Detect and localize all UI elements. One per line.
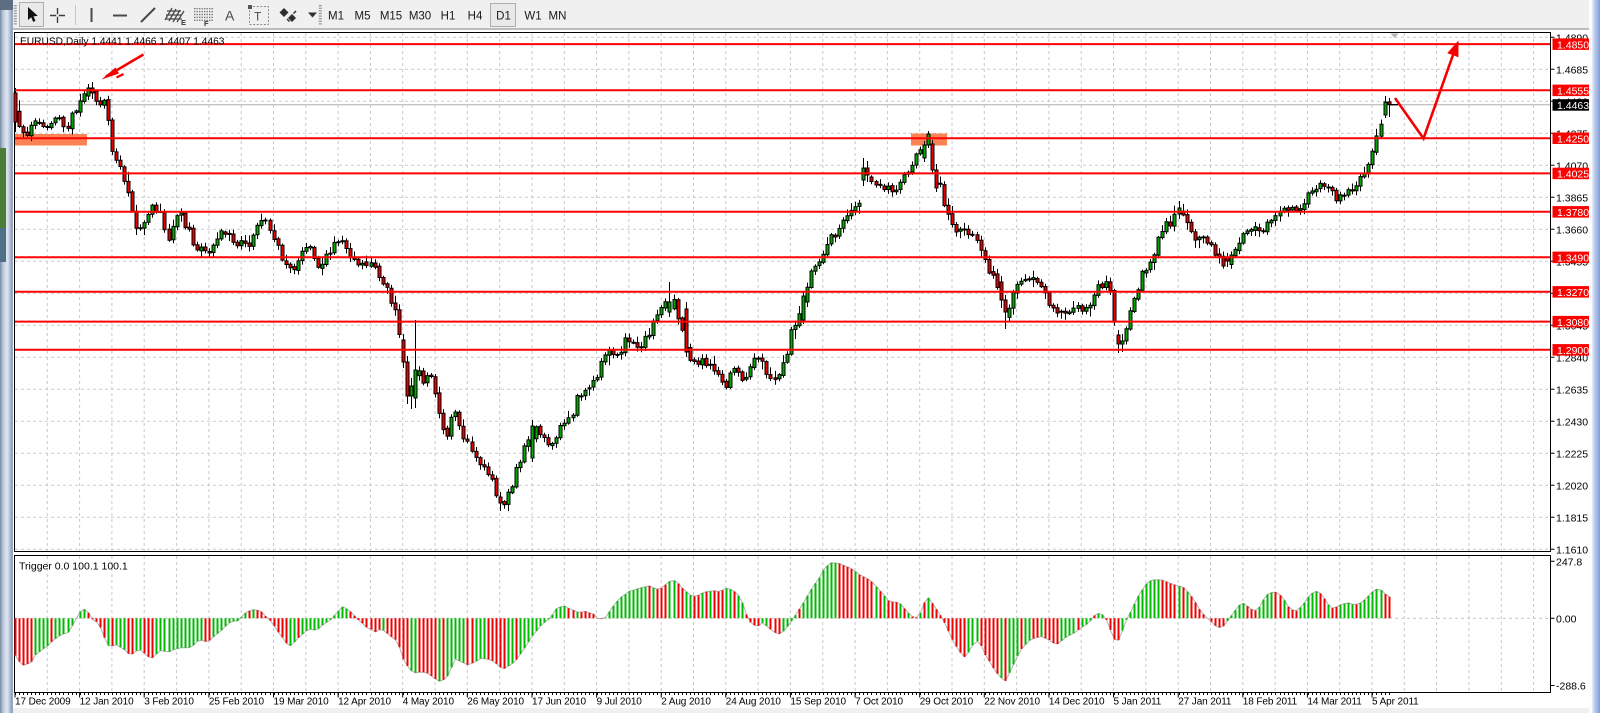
- svg-text:1.1610: 1.1610: [1556, 544, 1588, 556]
- svg-text:1.3490: 1.3490: [1557, 253, 1589, 265]
- svg-text:247.8: 247.8: [1556, 556, 1582, 568]
- svg-text:5 Jan 2011: 5 Jan 2011: [1114, 697, 1162, 708]
- svg-text:19 Mar 2010: 19 Mar 2010: [274, 697, 330, 708]
- svg-text:1.4025: 1.4025: [1557, 169, 1589, 181]
- svg-text:17 Jun 2010: 17 Jun 2010: [532, 697, 586, 708]
- svg-text:17 Dec 2009: 17 Dec 2009: [15, 697, 71, 708]
- svg-text:EURUSD,Daily 1.4441 1.4466 1.: EURUSD,Daily 1.4441 1.4466 1.4407 1.4463: [20, 37, 225, 48]
- svg-text:14 Dec 2010: 14 Dec 2010: [1049, 697, 1105, 708]
- svg-text:25 Feb 2010: 25 Feb 2010: [209, 697, 265, 708]
- svg-text:12 Apr 2010: 12 Apr 2010: [338, 697, 391, 708]
- svg-text:1.4850: 1.4850: [1557, 39, 1589, 51]
- svg-text:M30: M30: [409, 11, 431, 23]
- svg-text:M5: M5: [355, 11, 371, 23]
- svg-text:1.2020: 1.2020: [1556, 480, 1588, 492]
- svg-text:A: A: [225, 8, 235, 24]
- svg-text:18 Feb 2011: 18 Feb 2011: [1243, 697, 1298, 708]
- svg-text:1.4555: 1.4555: [1557, 86, 1589, 98]
- svg-text:1.1815: 1.1815: [1556, 512, 1588, 524]
- svg-text:7 Oct 2010: 7 Oct 2010: [855, 697, 903, 708]
- svg-text:W1: W1: [524, 11, 541, 23]
- svg-text:M15: M15: [380, 11, 402, 23]
- svg-text:1.2900: 1.2900: [1557, 345, 1589, 357]
- svg-text:D1: D1: [496, 11, 511, 23]
- svg-text:1.2225: 1.2225: [1556, 448, 1588, 460]
- svg-text:1.3270: 1.3270: [1557, 287, 1589, 299]
- svg-text:14 Mar 2011: 14 Mar 2011: [1307, 697, 1362, 708]
- svg-text:1.3660: 1.3660: [1556, 224, 1588, 236]
- svg-text:1.2430: 1.2430: [1556, 416, 1588, 428]
- svg-text:1.4685: 1.4685: [1556, 64, 1588, 76]
- svg-text:26 May 2010: 26 May 2010: [467, 697, 524, 708]
- svg-text:1.3780: 1.3780: [1557, 207, 1589, 219]
- svg-text:12 Jan 2010: 12 Jan 2010: [80, 697, 134, 708]
- svg-text:1.2635: 1.2635: [1556, 384, 1588, 396]
- svg-text:MN: MN: [549, 11, 567, 23]
- svg-text:4 May 2010: 4 May 2010: [403, 697, 455, 708]
- svg-text:E: E: [181, 18, 186, 27]
- svg-text:1.3080: 1.3080: [1557, 317, 1589, 329]
- svg-text:F: F: [204, 19, 209, 28]
- svg-text:1.4463: 1.4463: [1557, 100, 1589, 112]
- svg-text:1.4250: 1.4250: [1557, 133, 1589, 145]
- svg-text:27 Jan 2011: 27 Jan 2011: [1178, 697, 1232, 708]
- svg-text:3 Feb 2010: 3 Feb 2010: [144, 697, 194, 708]
- svg-text:-288.6: -288.6: [1556, 681, 1586, 693]
- svg-text:22 Nov 2010: 22 Nov 2010: [984, 697, 1040, 708]
- svg-text:H4: H4: [468, 11, 483, 23]
- svg-text:15 Sep 2010: 15 Sep 2010: [790, 697, 846, 708]
- svg-text:0.00: 0.00: [1556, 613, 1577, 625]
- svg-text:Trigger 0.0 100.1 100.1: Trigger 0.0 100.1 100.1: [19, 561, 128, 573]
- svg-text:2 Aug 2010: 2 Aug 2010: [661, 697, 711, 708]
- svg-text:M1: M1: [328, 11, 344, 23]
- svg-text:T: T: [254, 10, 262, 24]
- svg-text:H1: H1: [441, 11, 456, 23]
- svg-text:9 Jul 2010: 9 Jul 2010: [597, 697, 643, 708]
- svg-text:29 Oct 2010: 29 Oct 2010: [920, 697, 974, 708]
- svg-text:5 Apr 2011: 5 Apr 2011: [1372, 697, 1419, 708]
- svg-text:24 Aug 2010: 24 Aug 2010: [726, 697, 782, 708]
- svg-text:1.3865: 1.3865: [1556, 192, 1588, 204]
